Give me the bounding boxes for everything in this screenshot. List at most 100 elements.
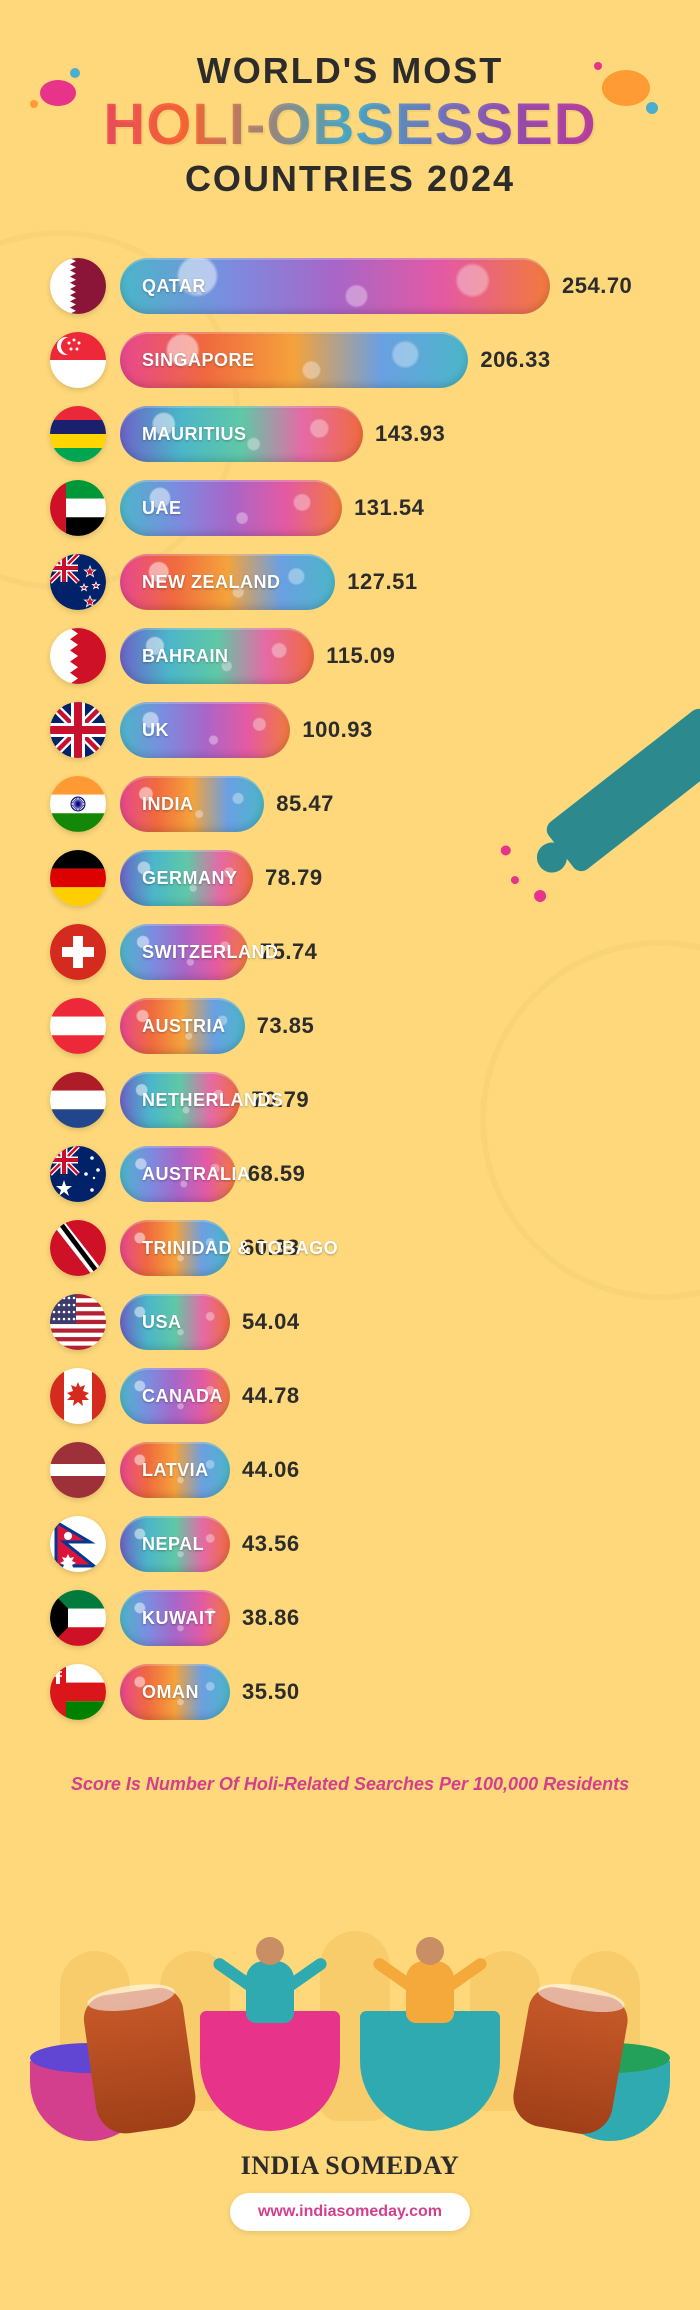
country-label: INDIA	[142, 794, 194, 815]
country-label: SWITZERLAND	[142, 942, 278, 963]
paint-splash-icon	[40, 80, 76, 106]
paint-splash-icon	[602, 70, 650, 106]
score-value: 127.51	[347, 569, 417, 595]
country-label: SINGAPORE	[142, 350, 255, 371]
score-value: 143.93	[375, 421, 445, 447]
score-value: 54.04	[242, 1309, 300, 1335]
chart-row: SINGAPORE 206.33	[50, 332, 650, 388]
flag-icon-india	[50, 776, 106, 832]
infographic-root: WORLD'S MOST HOLI-OBSESSED COUNTRIES 202…	[0, 0, 700, 2310]
chart-row: UK 100.93	[50, 702, 650, 758]
bar: NEPAL	[120, 1516, 230, 1572]
country-label: AUSTRIA	[142, 1016, 226, 1037]
flag-icon-qatar	[50, 258, 106, 314]
dancer-icon	[360, 1911, 500, 2131]
header: WORLD'S MOST HOLI-OBSESSED COUNTRIES 202…	[0, 0, 700, 230]
flag-icon-latvia	[50, 1442, 106, 1498]
title-line-1: WORLD'S MOST	[20, 50, 680, 92]
bar: LATVIA	[120, 1442, 230, 1498]
bar: NETHERLANDS	[120, 1072, 240, 1128]
country-label: UAE	[142, 498, 182, 519]
bar-wrap: KUWAIT 38.86	[120, 1590, 650, 1646]
chart-row: NEPAL 43.56	[50, 1516, 650, 1572]
bar: MAURITIUS	[120, 406, 363, 462]
flag-icon-newzealand	[50, 554, 106, 610]
country-label: LATVIA	[142, 1460, 209, 1481]
dancer-icon	[200, 1911, 340, 2131]
bar: BAHRAIN	[120, 628, 314, 684]
dholak-icon	[81, 1985, 200, 2138]
country-label: OMAN	[142, 1682, 199, 1703]
bar-wrap: CANADA 44.78	[120, 1368, 650, 1424]
website-link[interactable]: www.indiasomeday.com	[230, 2193, 470, 2231]
score-value: 73.85	[257, 1013, 315, 1039]
footnote-text: Score Is Number Of Holi-Related Searches…	[0, 1758, 700, 1811]
title-line-3: COUNTRIES 2024	[20, 158, 680, 200]
chart-row: QATAR 254.70	[50, 258, 650, 314]
bar: USA	[120, 1294, 230, 1350]
bar: AUSTRIA	[120, 998, 245, 1054]
bar: GERMANY	[120, 850, 253, 906]
flag-icon-mauritius	[50, 406, 106, 462]
score-value: 44.78	[242, 1383, 300, 1409]
footer: INDIA SOMEDAY www.indiasomeday.com	[0, 1811, 700, 2291]
country-label: NEPAL	[142, 1534, 204, 1555]
chart-row: LATVIA 44.06	[50, 1442, 650, 1498]
bar-wrap: OMAN 35.50	[120, 1664, 650, 1720]
score-value: 43.56	[242, 1531, 300, 1557]
chart-row: KUWAIT 38.86	[50, 1590, 650, 1646]
flag-icon-australia	[50, 1146, 106, 1202]
chart-row: CANADA 44.78	[50, 1368, 650, 1424]
bar: TRINIDAD & TOBAGO	[120, 1220, 230, 1276]
country-label: BAHRAIN	[142, 646, 229, 667]
chart-row: OMAN 35.50	[50, 1664, 650, 1720]
chart-row: USA 54.04	[50, 1294, 650, 1350]
title-line-2: HOLI-OBSESSED	[20, 96, 680, 154]
bar-wrap: NEW ZEALAND 127.51	[120, 554, 650, 610]
flag-icon-netherlands	[50, 1072, 106, 1128]
bar: KUWAIT	[120, 1590, 230, 1646]
bar: UK	[120, 702, 290, 758]
brand-logo-text: INDIA SOMEDAY	[20, 2151, 680, 2181]
score-value: 78.79	[265, 865, 323, 891]
bar-wrap: QATAR 254.70	[120, 258, 650, 314]
score-value: 85.47	[276, 791, 334, 817]
bar: NEW ZEALAND	[120, 554, 335, 610]
country-label: TRINIDAD & TOBAGO	[142, 1238, 338, 1259]
flag-icon-switzerland	[50, 924, 106, 980]
flag-icon-kuwait	[50, 1590, 106, 1646]
flag-icon-uae	[50, 480, 106, 536]
chart-row: MAURITIUS 143.93	[50, 406, 650, 462]
flag-icon-germany	[50, 850, 106, 906]
country-label: NEW ZEALAND	[142, 572, 281, 593]
country-label: MAURITIUS	[142, 424, 247, 445]
country-label: NETHERLANDS	[142, 1090, 284, 1111]
bar-wrap: UK 100.93	[120, 702, 650, 758]
country-label: KUWAIT	[142, 1608, 216, 1629]
bar-wrap: LATVIA 44.06	[120, 1442, 650, 1498]
flag-icon-oman	[50, 1664, 106, 1720]
country-label: UK	[142, 720, 169, 741]
flag-icon-uk	[50, 702, 106, 758]
bar: INDIA	[120, 776, 264, 832]
bar: SWITZERLAND	[120, 924, 248, 980]
bar: UAE	[120, 480, 342, 536]
bar-wrap: NEPAL 43.56	[120, 1516, 650, 1572]
country-label: AUSTRALIA	[142, 1164, 251, 1185]
score-value: 115.09	[326, 643, 395, 669]
bar-wrap: UAE 131.54	[120, 480, 650, 536]
bar: QATAR	[120, 258, 550, 314]
bar: AUSTRALIA	[120, 1146, 236, 1202]
country-label: USA	[142, 1312, 182, 1333]
score-value: 100.93	[302, 717, 372, 743]
country-label: GERMANY	[142, 868, 238, 889]
flag-icon-usa	[50, 1294, 106, 1350]
score-value: 254.70	[562, 273, 632, 299]
flag-icon-trinidad	[50, 1220, 106, 1276]
flag-icon-bahrain	[50, 628, 106, 684]
chart-row: NEW ZEALAND 127.51	[50, 554, 650, 610]
country-label: CANADA	[142, 1386, 223, 1407]
score-value: 68.59	[248, 1161, 306, 1187]
bar: CANADA	[120, 1368, 230, 1424]
bar-wrap: BAHRAIN 115.09	[120, 628, 650, 684]
